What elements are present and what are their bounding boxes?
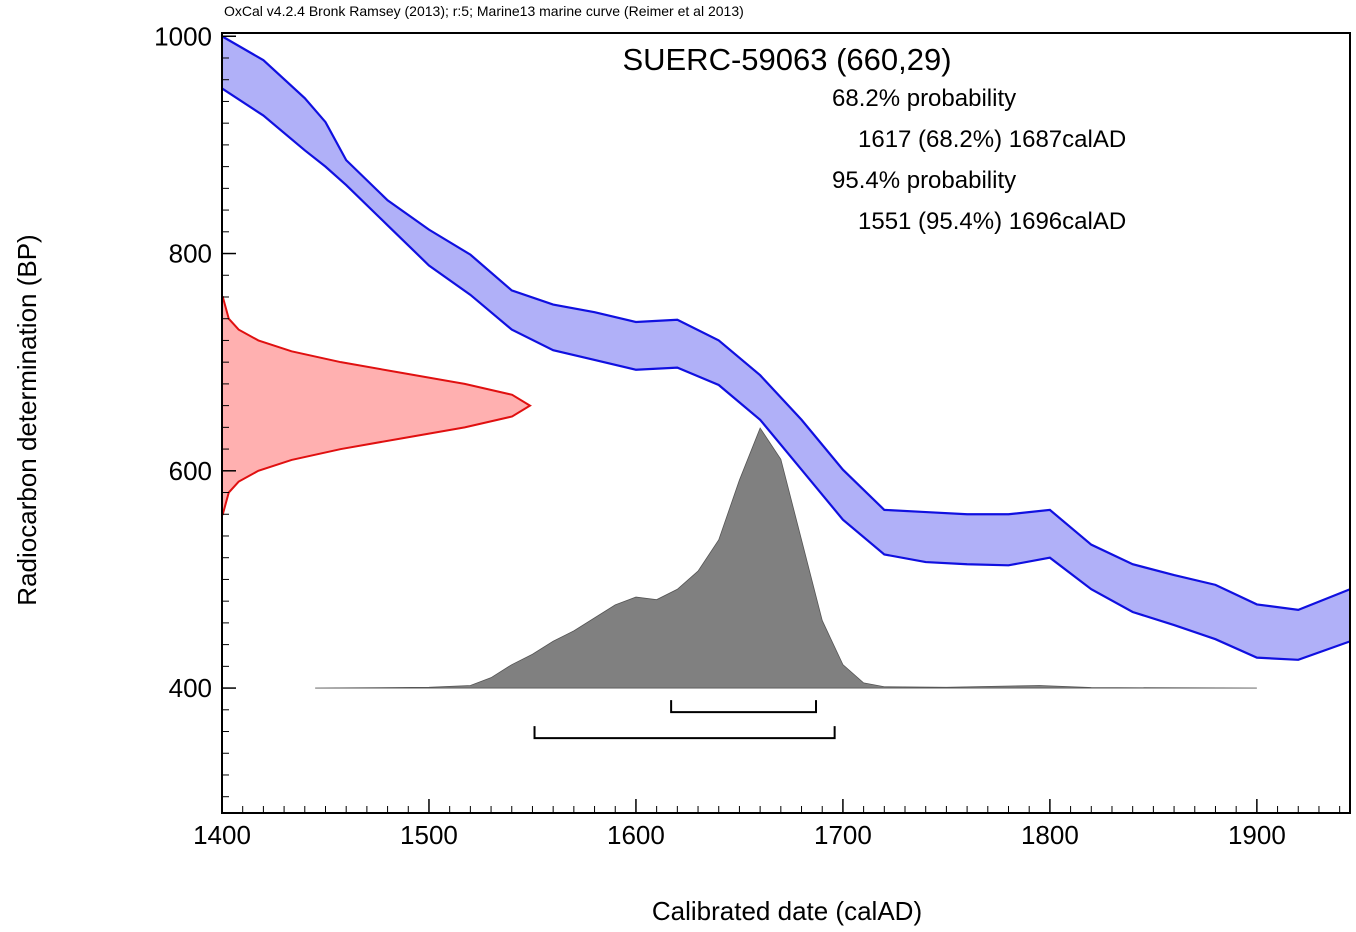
curve-band: [222, 36, 1350, 660]
range-heading: 68.2% probability: [832, 85, 1016, 112]
x-tick-label: 1900: [1228, 820, 1286, 850]
range-bracket: [533, 726, 836, 740]
y-axis-label: Radiocarbon determination (BP): [12, 234, 42, 605]
x-tick-label: 1800: [1021, 820, 1079, 850]
x-tick-label: 1400: [193, 820, 251, 850]
range-label: 1551 (95.4%) 1696calAD: [858, 208, 1126, 235]
note: OxCal v4.2.4 Bronk Ramsey (2013); r:5; M…: [224, 3, 744, 19]
y-tick-label: 800: [169, 239, 212, 269]
range-heading: 95.4% probability: [832, 167, 1016, 194]
range-bracket: [670, 700, 818, 714]
measurement-distribution: [221, 295, 532, 516]
y-tick-label: 600: [169, 456, 212, 486]
x-axis-label: Calibrated date (calAD): [652, 896, 922, 926]
calibrated-distribution: [315, 427, 1257, 689]
chart-title: SUERC-59063 (660,29): [622, 42, 951, 77]
x-tick-label: 1600: [607, 820, 665, 850]
curve-upper: [221, 35, 1351, 611]
range-label: 1617 (68.2%) 1687calAD: [858, 126, 1126, 153]
y-tick-label: 400: [169, 673, 212, 703]
y-tick-label: 1000: [154, 21, 212, 51]
plot-frame: [221, 32, 1351, 814]
curve-lower: [221, 87, 1351, 661]
x-tick-label: 1500: [400, 820, 458, 850]
x-tick-label: 1700: [814, 820, 872, 850]
